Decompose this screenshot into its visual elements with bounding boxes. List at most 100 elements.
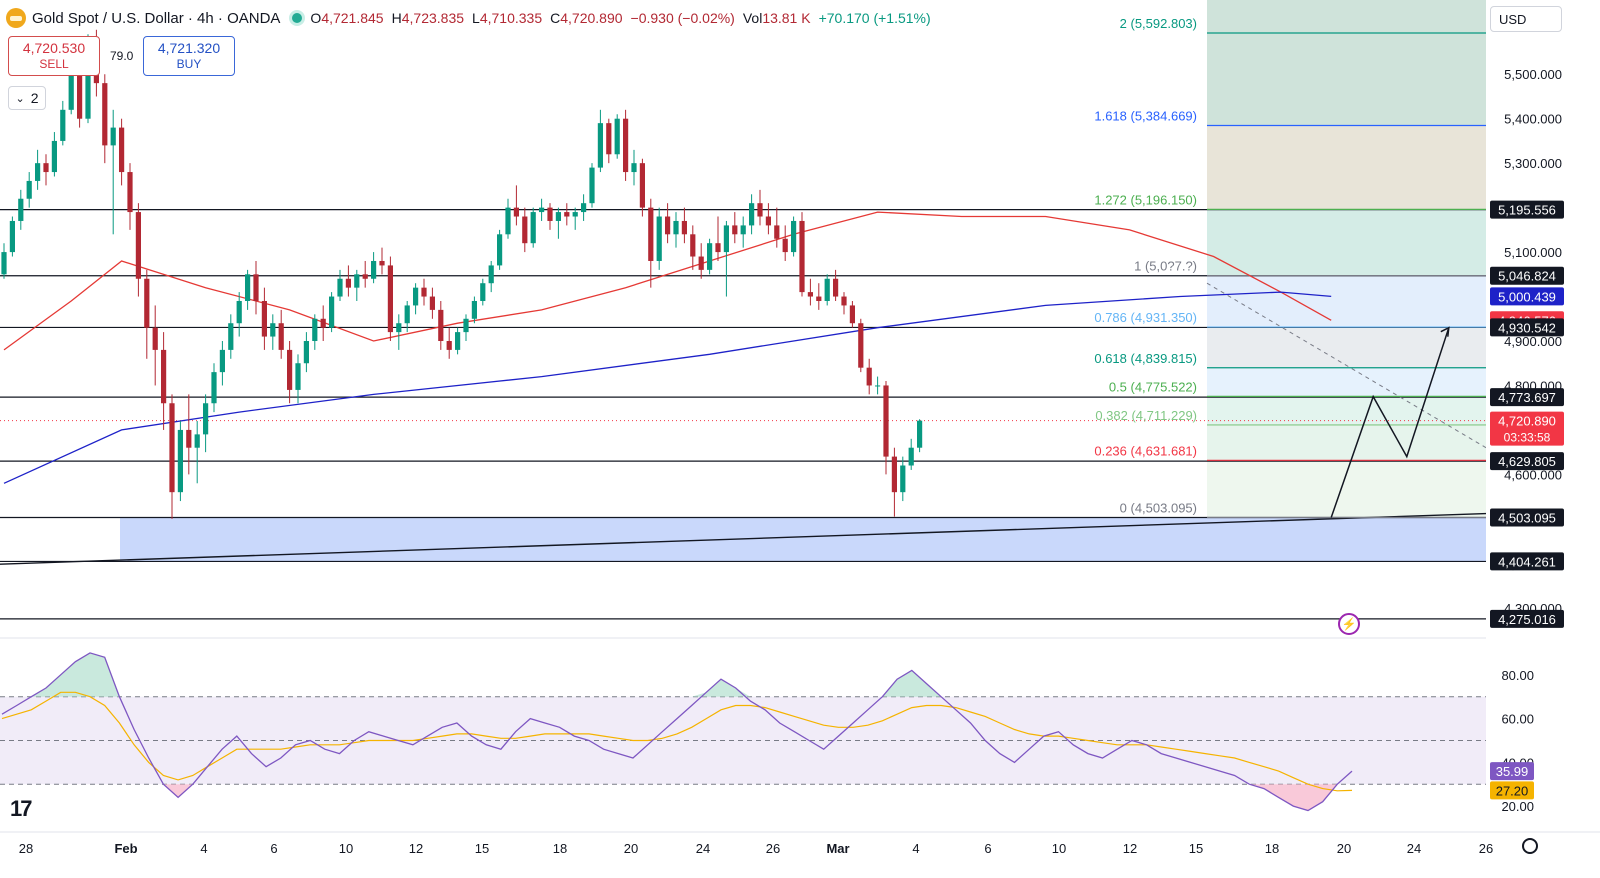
candle-body: [707, 243, 713, 270]
candle-body: [253, 274, 259, 301]
candle-body: [362, 274, 368, 279]
symbol-title[interactable]: Gold Spot / U.S. Dollar · 4h · OANDA: [32, 9, 281, 27]
time-tick: 15: [475, 841, 489, 856]
candle-body: [295, 363, 301, 390]
close-label: C: [550, 10, 561, 26]
candle-body: [371, 260, 377, 279]
high-label: H: [391, 10, 402, 26]
time-axis[interactable]: 28 Feb 4 6 10 12 15 18 20 24 26 Mar 4 6 10 12 15 18 20 24 26: [0, 831, 1600, 856]
candle-body: [161, 349, 167, 404]
candle-body: [413, 287, 419, 306]
change-value: −0.930 (−0.02%): [630, 10, 735, 26]
price-axis[interactable]: 4,300.0004,400.0004,500.0004,600.0004,70…: [1486, 0, 1600, 878]
sell-button[interactable]: 4,720.530 SELL: [8, 36, 100, 76]
currency-select[interactable]: USD: [1490, 6, 1562, 32]
candle-body: [329, 296, 335, 328]
candle-body: [320, 318, 326, 328]
price-label-box: [1490, 552, 1564, 571]
candle-body: [656, 216, 662, 261]
candle-body: [623, 118, 629, 173]
time-tick: 18: [1265, 841, 1279, 856]
fib-label: 1.618 (5,384.669): [1094, 109, 1197, 124]
candle-body: [35, 163, 41, 181]
candle-body: [396, 323, 402, 333]
fib-label: 0 (4,503.095): [1120, 500, 1197, 515]
price-label: 4,629.805: [1498, 454, 1556, 469]
candle-body: [841, 296, 847, 306]
candle-body: [681, 220, 687, 235]
candle-body: [488, 265, 494, 284]
moving-average-blue: [3, 291, 1332, 484]
time-tick: 18: [553, 841, 567, 856]
price-tick: 5,500.000: [1504, 67, 1562, 82]
spread-value: 79.0: [110, 49, 134, 63]
price-label: 4,275.016: [1498, 612, 1556, 627]
candle-body: [177, 429, 183, 493]
moving-averages: [3, 211, 1332, 484]
fib-label: 0.382 (4,711.229): [1095, 408, 1197, 423]
candle-body: [673, 220, 679, 235]
price-label: 5,195.556: [1498, 203, 1556, 218]
rsi-oversold-fill: [0, 784, 1352, 811]
collapse-count: 2: [30, 90, 39, 106]
candle-body: [77, 65, 83, 119]
candle-body: [404, 305, 410, 324]
symbol-header: Gold Spot / U.S. Dollar · 4h · OANDA O 4,…: [6, 6, 937, 30]
time-tick: 15: [1189, 841, 1203, 856]
open-label: O: [310, 10, 322, 26]
candle-body: [345, 278, 351, 288]
candle-body: [68, 65, 74, 110]
candle-body: [245, 274, 251, 301]
rsi-ma-value-box: [1490, 781, 1534, 800]
candle-body: [312, 318, 318, 342]
candle-body: [337, 278, 343, 297]
candle-body: [782, 238, 788, 253]
candlesticks: [1, 29, 923, 519]
candle-body: [60, 109, 66, 141]
candle-body: [740, 225, 746, 235]
sell-label: SELL: [39, 57, 69, 71]
lightning-icon[interactable]: ⚡: [1338, 613, 1360, 635]
fibonacci-levels: 2 (5,592.803) 1.618 (5,384.669) 1.272 (5,1…: [1094, 16, 1486, 519]
fib-zone: [1207, 396, 1486, 425]
price-tick: 4,900.000: [1504, 334, 1562, 349]
candle-body: [278, 323, 284, 350]
candle-body: [917, 420, 923, 448]
time-tick: 24: [1407, 841, 1421, 856]
rsi-overbought-fill: [0, 652, 1352, 697]
price-label: 4,773.697: [1498, 390, 1556, 405]
candle-body: [539, 207, 545, 213]
candle-body: [186, 429, 192, 448]
volume-value: 13.81 K: [762, 10, 811, 26]
time-tick: 12: [1123, 841, 1137, 856]
candle-body: [757, 203, 763, 217]
candle-body: [606, 123, 612, 155]
fib-zone: [1207, 327, 1486, 368]
time-tick: 26: [766, 841, 780, 856]
time-tick: 10: [1052, 841, 1066, 856]
candle-body: [203, 403, 209, 435]
collapse-indicators-button[interactable]: ⌄ 2: [8, 86, 46, 110]
candle-body: [429, 296, 435, 310]
volume-label: Vol: [742, 10, 763, 26]
close-value: 4,720.890: [560, 10, 623, 26]
rsi-value: 35.99: [1496, 764, 1529, 779]
candle-body: [261, 300, 267, 337]
time-tick: 28: [19, 841, 33, 856]
candle-body: [690, 234, 696, 257]
candle-body: [732, 225, 738, 235]
support-trendline: [0, 512, 1487, 565]
candle-body: [135, 212, 141, 279]
candle-body: [119, 127, 125, 173]
time-tick: 20: [624, 841, 638, 856]
settings-gear-icon[interactable]: [1522, 838, 1538, 854]
price-label: 4,930.542: [1498, 320, 1556, 335]
buy-button[interactable]: 4,721.320 BUY: [143, 36, 235, 76]
candle-body: [799, 220, 805, 293]
candle-body: [211, 372, 217, 404]
buy-label: BUY: [176, 57, 202, 71]
rsi-tick: 20.00: [1501, 799, 1534, 814]
candle-body: [110, 127, 116, 146]
candle-body: [219, 349, 225, 373]
